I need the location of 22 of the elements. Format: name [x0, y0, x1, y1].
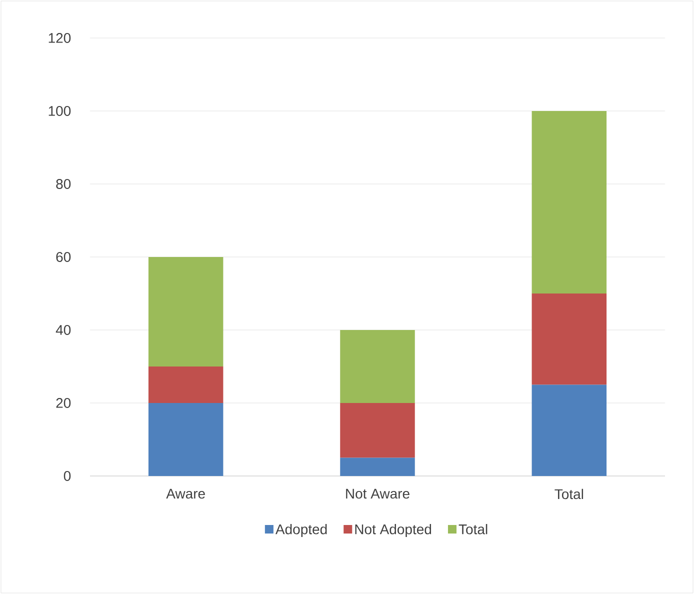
bar	[148, 402, 224, 476]
legend-label: Not Adopted	[355, 524, 432, 538]
y-tick-label: 40	[56, 325, 71, 335]
x-tick-label: Not Aware	[346, 488, 410, 499]
legend-label: Total	[458, 524, 488, 534]
bar	[340, 402, 415, 458]
y-tick-label: 20	[56, 398, 71, 408]
y-tick-label: 120	[48, 33, 71, 43]
bar	[148, 256, 224, 366]
x-tick-label: Total	[554, 488, 584, 500]
bar	[532, 384, 607, 476]
legend-label: Adopted	[275, 524, 327, 538]
x-tick-label: Aware	[166, 488, 205, 499]
y-tick-label: 60	[56, 252, 71, 262]
y-tick-label: 80	[56, 179, 71, 189]
bar	[532, 110, 607, 294]
y-tick-label: 100	[48, 106, 71, 116]
bar	[148, 366, 224, 403]
y-tick-label: 0	[64, 471, 71, 481]
bar	[532, 293, 607, 385]
bar	[340, 330, 415, 403]
bar	[340, 458, 415, 476]
